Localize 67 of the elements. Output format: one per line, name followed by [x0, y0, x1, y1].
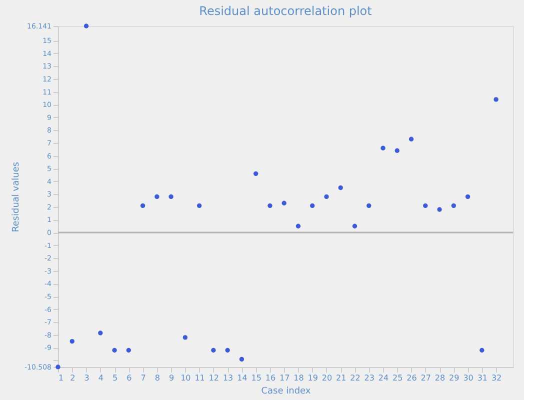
point — [268, 203, 272, 208]
point — [253, 171, 258, 176]
x-tick-label: 20 — [322, 374, 332, 382]
point — [338, 185, 343, 190]
point — [239, 356, 244, 362]
x-tick-label: 24 — [378, 374, 389, 382]
point — [126, 348, 131, 353]
x-tick-label: 8 — [154, 374, 160, 382]
point — [196, 203, 202, 208]
x-tick-label: 1 — [58, 374, 64, 382]
x-tick-label: 14 — [237, 374, 248, 382]
x-tick-label: 3 — [84, 374, 90, 382]
point — [98, 330, 103, 336]
x-tick-label: 32 — [491, 374, 502, 382]
x-tick-label: 18 — [294, 374, 304, 382]
x-tick-label: 28 — [434, 374, 446, 382]
point — [451, 203, 456, 208]
x-tick-label: 21 — [336, 374, 346, 382]
x-tick-label: 9 — [168, 374, 174, 382]
point — [140, 203, 146, 208]
y-axis-title: Residual values — [11, 162, 22, 232]
x-tick-label: 19 — [308, 374, 318, 382]
point — [408, 136, 414, 142]
point — [380, 146, 386, 150]
point — [112, 348, 117, 353]
x-tick-label: 12 — [208, 374, 220, 382]
x-tick-label: 10 — [180, 374, 191, 382]
x-tick-label: 6 — [126, 374, 132, 382]
x-tick-label: 13 — [222, 374, 234, 382]
x-tick-label: 7 — [140, 374, 146, 382]
point — [437, 207, 442, 212]
x-axis-title: Case index — [261, 386, 312, 396]
point — [324, 194, 329, 200]
point — [494, 97, 498, 102]
point — [84, 24, 89, 28]
point — [310, 203, 315, 208]
x-tick-label: 4 — [98, 374, 104, 382]
point — [225, 348, 230, 353]
point — [296, 224, 301, 228]
point — [423, 203, 428, 208]
point — [211, 348, 216, 353]
point — [282, 200, 286, 206]
point — [465, 194, 470, 200]
x-tick-label: 16 — [265, 374, 276, 382]
x-tick-label: 17 — [279, 374, 290, 382]
x-tick-label: 23 — [364, 374, 374, 382]
chart-title: Residual autocorrelation plot — [199, 4, 372, 18]
x-tick-label: 30 — [463, 374, 474, 382]
point — [394, 148, 400, 153]
x-tick-label: 31 — [477, 374, 488, 382]
point — [154, 194, 160, 200]
x-tick-label: 22 — [350, 374, 360, 382]
point — [70, 338, 74, 344]
point — [352, 224, 358, 228]
point — [366, 203, 372, 208]
point — [56, 364, 60, 370]
x-tick-label: 5 — [112, 374, 118, 382]
x-tick-label: 25 — [392, 374, 403, 382]
point — [182, 335, 188, 340]
point — [480, 348, 484, 353]
point — [168, 194, 174, 200]
x-tick-label: 27 — [420, 374, 431, 382]
x-tick-label: 15 — [251, 374, 262, 382]
x-tick-label: 2 — [70, 374, 76, 382]
x-tick-label: 29 — [449, 374, 460, 382]
x-tick-label: 26 — [406, 374, 417, 382]
x-tick-label: 11 — [194, 374, 205, 382]
